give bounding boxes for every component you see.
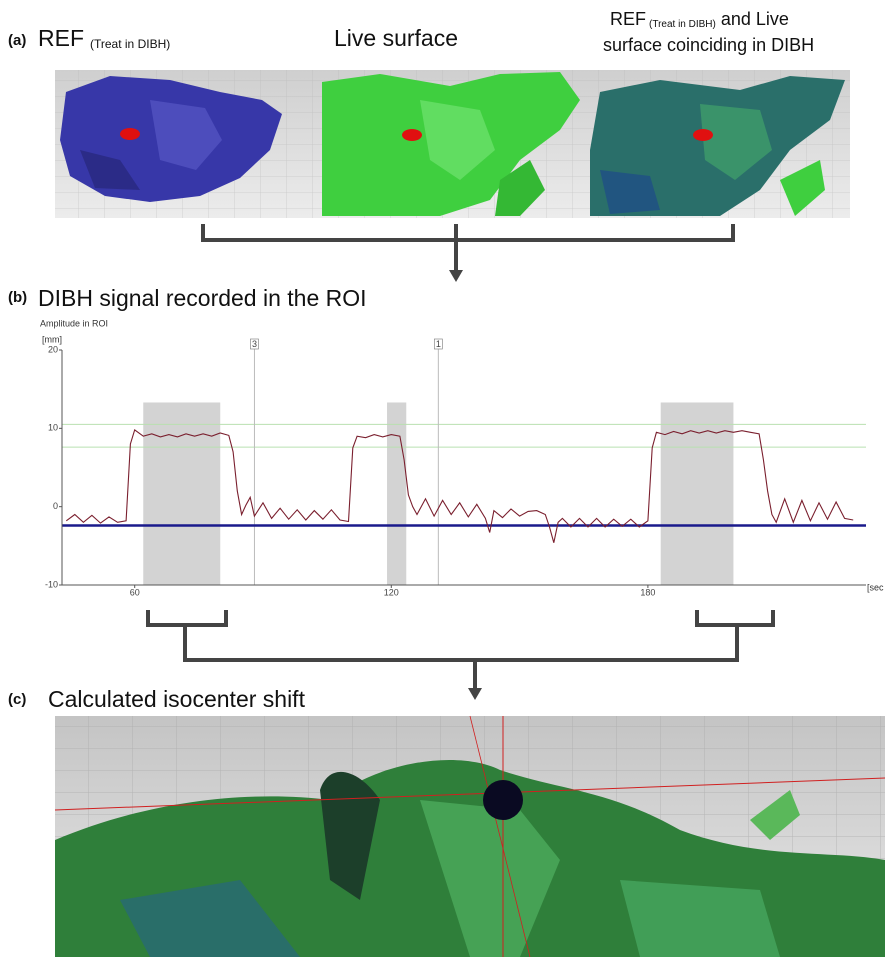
bracket — [203, 226, 733, 270]
y-unit: [mm] — [42, 334, 62, 344]
shaded-region — [143, 402, 220, 585]
x-unit: [sec — [867, 582, 884, 592]
marker-label: 3 — [252, 339, 257, 349]
arrow-head — [468, 688, 482, 700]
panel-label: (a) — [8, 32, 26, 49]
panel-title: surface coinciding in DIBH — [603, 35, 814, 55]
y-axis-label: Amplitude in ROI — [40, 318, 108, 328]
chart: 3 1 -10 0 10 20 60 120 180 Amplitude in ROI [mm] [s… — [40, 318, 884, 597]
panel-title: Live surface — [334, 25, 458, 51]
surface-image — [320, 70, 585, 218]
title-subscript: (Treat in DIBH) — [649, 19, 716, 30]
marker-label: 1 — [436, 339, 441, 349]
title-part: REF — [38, 25, 84, 51]
arrow-head — [449, 270, 463, 282]
title-part: REF — [610, 9, 646, 29]
panel-title: REF (Treat in DIBH) — [38, 25, 170, 51]
y-tick-label: 20 — [48, 344, 58, 354]
panel-title: REF(Treat in DIBH) and Live — [610, 9, 789, 30]
y-tick-label: -10 — [45, 579, 58, 589]
bracket — [148, 612, 773, 688]
panel-label: (c) — [8, 691, 26, 708]
panel-title: Calculated isocenter shift — [48, 686, 306, 712]
title-subscript: (Treat in DIBH) — [90, 37, 170, 51]
y-tick-label: 10 — [48, 423, 58, 433]
shaded-region — [661, 402, 734, 585]
panel-title: DIBH signal recorded in the ROI — [38, 285, 367, 311]
isocenter-image — [55, 716, 885, 957]
figure: (a) REF(Treat in DIBH) Live surface REF(… — [0, 0, 885, 957]
surface-image — [585, 70, 850, 218]
title-part: and Live — [721, 9, 789, 29]
y-tick-label: 0 — [53, 501, 58, 511]
x-tick-label: 180 — [640, 587, 655, 597]
surface-image — [55, 70, 320, 218]
x-tick-label: 60 — [130, 587, 140, 597]
panel-label: (b) — [8, 289, 27, 306]
x-tick-label: 120 — [384, 587, 399, 597]
shaded-region — [387, 402, 406, 585]
